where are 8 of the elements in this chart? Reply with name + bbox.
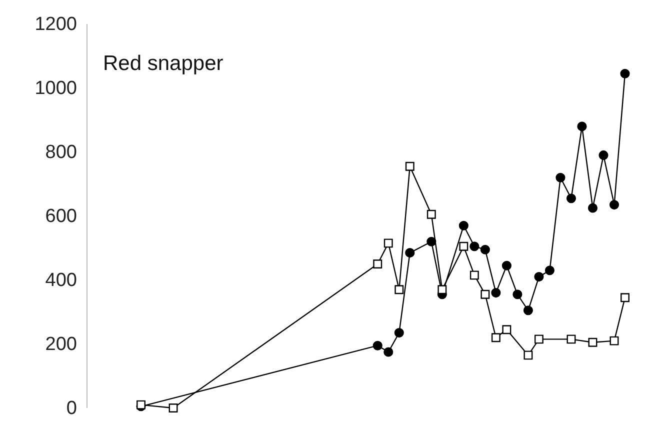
y-tick-label: 1200 bbox=[34, 14, 77, 36]
y-tick-label: 0 bbox=[66, 398, 77, 420]
y-tick-label: 1000 bbox=[34, 78, 77, 100]
y-tick-label: 800 bbox=[45, 142, 77, 164]
text: Red snapper bbox=[103, 52, 224, 75]
y-tick-label: 200 bbox=[45, 334, 77, 356]
y-tick-label: 600 bbox=[45, 206, 77, 228]
y-tick-label: 400 bbox=[45, 270, 77, 292]
